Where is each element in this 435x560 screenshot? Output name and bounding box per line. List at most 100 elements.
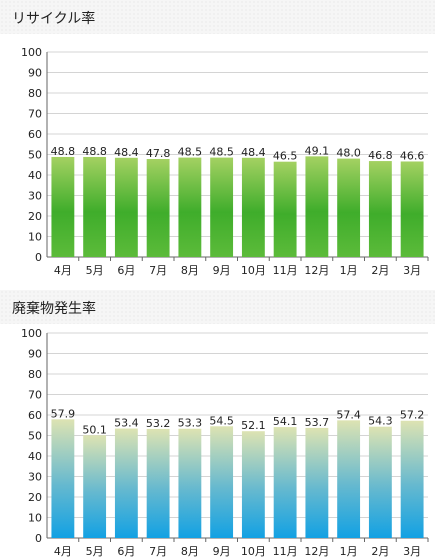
x-tick-label: 10月 xyxy=(241,264,266,277)
bar xyxy=(146,428,170,538)
x-tick-label: 2月 xyxy=(371,545,389,558)
y-tick-label: 0 xyxy=(35,251,42,264)
recycling-rate-section: リサイクル率 0 10 20 30 40 50 60 70 80 90 100 48.8 4月 48.8 5… xyxy=(0,0,435,277)
data-label: 48.4 xyxy=(114,146,139,159)
bar xyxy=(51,419,75,538)
y-tick-label: 90 xyxy=(28,67,42,80)
waste-generation-rate-title: 廃棄物発生率 xyxy=(12,301,96,317)
data-label: 48.8 xyxy=(51,145,76,158)
y-tick-label: 70 xyxy=(28,389,42,402)
bar xyxy=(337,158,361,257)
recycling-rate-title: リサイクル率 xyxy=(12,11,96,27)
bar xyxy=(337,420,361,538)
bar xyxy=(305,156,329,257)
x-tick-label: 8月 xyxy=(181,545,199,558)
y-tick-label: 30 xyxy=(28,190,42,203)
data-label: 54.1 xyxy=(273,415,298,428)
x-tick-label: 11月 xyxy=(273,545,298,558)
y-tick-label: 100 xyxy=(21,327,42,340)
x-tick-label: 2月 xyxy=(371,264,389,277)
x-tick-label: 4月 xyxy=(54,264,72,277)
x-tick-label: 6月 xyxy=(117,545,135,558)
bar xyxy=(83,156,107,257)
y-tick-label: 90 xyxy=(28,348,42,361)
bar xyxy=(210,426,234,538)
bar xyxy=(146,159,170,257)
x-tick-label: 12月 xyxy=(304,545,329,558)
x-tick-label: 9月 xyxy=(213,264,231,277)
recycling-rate-header: リサイクル率 xyxy=(0,0,435,34)
y-tick-label: 10 xyxy=(28,512,42,525)
x-tick-label: 6月 xyxy=(117,264,135,277)
x-tick-label: 7月 xyxy=(149,264,167,277)
x-tick-label: 11月 xyxy=(273,264,298,277)
data-label: 53.4 xyxy=(114,417,139,430)
y-tick-label: 20 xyxy=(28,210,42,223)
x-tick-label: 12月 xyxy=(304,264,329,277)
x-tick-label: 1月 xyxy=(340,545,358,558)
waste-generation-rate-chart: 0 10 20 30 40 50 60 70 80 90 100 57.9 4月 50.1 5月 53.4 6月… xyxy=(21,327,429,558)
bar xyxy=(178,428,202,538)
y-tick-label: 40 xyxy=(28,169,42,182)
x-tick-label: 1月 xyxy=(340,264,358,277)
y-tick-label: 50 xyxy=(28,430,42,443)
data-label: 54.3 xyxy=(368,415,393,428)
data-label: 53.7 xyxy=(305,416,330,429)
bar xyxy=(368,426,392,538)
data-label: 50.1 xyxy=(82,423,107,436)
y-tick-label: 30 xyxy=(28,471,42,484)
y-tick-label: 50 xyxy=(28,149,42,162)
bar xyxy=(273,161,297,257)
x-tick-label: 4月 xyxy=(54,545,72,558)
y-tick-label: 80 xyxy=(28,368,42,381)
y-tick-label: 0 xyxy=(35,532,42,545)
data-label: 53.2 xyxy=(146,417,171,430)
data-label: 46.5 xyxy=(273,150,298,163)
y-tick-label: 60 xyxy=(28,128,42,141)
waste-generation-rate-header: 廃棄物発生率 xyxy=(0,290,435,324)
y-tick-label: 100 xyxy=(21,46,42,59)
bar xyxy=(210,157,234,257)
data-label: 46.6 xyxy=(400,149,425,162)
data-label: 48.5 xyxy=(209,146,234,159)
x-tick-label: 10月 xyxy=(241,545,266,558)
data-label: 54.5 xyxy=(209,414,234,427)
y-tick-label: 60 xyxy=(28,409,42,422)
bar xyxy=(114,157,138,257)
data-label: 48.5 xyxy=(178,146,203,159)
data-label: 53.3 xyxy=(178,417,203,430)
waste-generation-rate-section: 廃棄物発生率 0 10 20 30 40 50 60 70 80 90 100 57.9 4月 50.1 5… xyxy=(0,290,435,560)
y-tick-label: 20 xyxy=(28,491,42,504)
x-tick-label: 7月 xyxy=(149,545,167,558)
bar xyxy=(51,156,75,257)
x-tick-label: 5月 xyxy=(86,545,104,558)
data-label: 52.1 xyxy=(241,419,266,432)
y-tick-label: 40 xyxy=(28,450,42,463)
bar xyxy=(368,161,392,257)
recycling-rate-chart: 0 10 20 30 40 50 60 70 80 90 100 48.8 4月 48.8 5月 48.4 6月… xyxy=(21,46,429,277)
data-label: 47.8 xyxy=(146,147,171,160)
bar xyxy=(114,428,138,538)
bar xyxy=(305,427,329,538)
data-label: 48.8 xyxy=(82,145,107,158)
data-label: 48.4 xyxy=(241,146,266,159)
bar xyxy=(241,157,265,257)
x-tick-label: 3月 xyxy=(403,545,421,558)
data-label: 49.1 xyxy=(305,144,330,157)
data-label: 57.4 xyxy=(336,408,361,421)
y-tick-label: 70 xyxy=(28,108,42,121)
x-tick-label: 5月 xyxy=(86,264,104,277)
data-label: 46.8 xyxy=(368,149,393,162)
data-label: 57.2 xyxy=(400,409,425,422)
y-tick-label: 10 xyxy=(28,231,42,244)
y-tick-label: 80 xyxy=(28,87,42,100)
bar xyxy=(400,420,424,538)
bar xyxy=(400,161,424,257)
bar xyxy=(273,427,297,538)
bar xyxy=(83,435,107,538)
bar xyxy=(241,431,265,538)
x-tick-label: 3月 xyxy=(403,264,421,277)
x-tick-label: 8月 xyxy=(181,264,199,277)
data-label: 57.9 xyxy=(51,407,76,420)
x-tick-label: 9月 xyxy=(213,545,231,558)
